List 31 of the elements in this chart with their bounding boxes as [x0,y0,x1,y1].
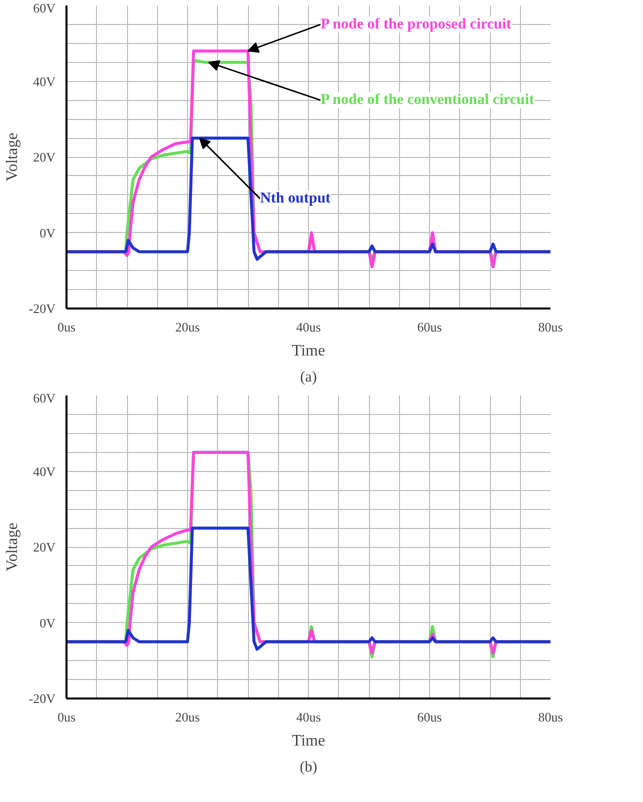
y-axis-title: Voltage [4,522,21,572]
line-series [66,136,550,261]
x-tick-label: 40us [296,710,321,724]
y-tick-label: -20V [28,301,56,316]
text: P node of the proposed circuit [320,16,512,32]
y-axis-title: Voltage [4,132,21,182]
x-tick-label: 20us [175,710,200,724]
x-tick-label: 60us [417,710,442,724]
y-tick-label: 0V [40,615,56,630]
y-tick-label: 20V [33,150,56,164]
series-label: Nth output [260,190,331,207]
x-tick-label: 80us [538,710,563,724]
x-tick-label: 20us [175,320,200,334]
x-axis-title: Time [292,732,326,750]
y-tick-label: 0V [40,225,56,240]
x-tick-label: 0us [57,710,76,724]
line-series [66,526,550,651]
x-tick-label: 80us [538,320,563,334]
y-tick-label: 40V [33,74,56,89]
y-tick-label: -20V [28,691,56,706]
y-tick-label: 60V [33,0,56,16]
y-tick-label: 20V [33,540,56,554]
text: P node of the conventional circuit [320,92,534,108]
x-tick-label: 0us [57,320,76,334]
y-tick-label: 40V [33,464,56,479]
text: (a) [300,370,317,386]
x-tick-label: 40us [296,320,321,334]
text: (b) [300,760,318,776]
y-tick-label: 60V [33,390,56,406]
x-tick-label: 60us [417,320,442,334]
x-axis-title: Time [292,342,326,360]
